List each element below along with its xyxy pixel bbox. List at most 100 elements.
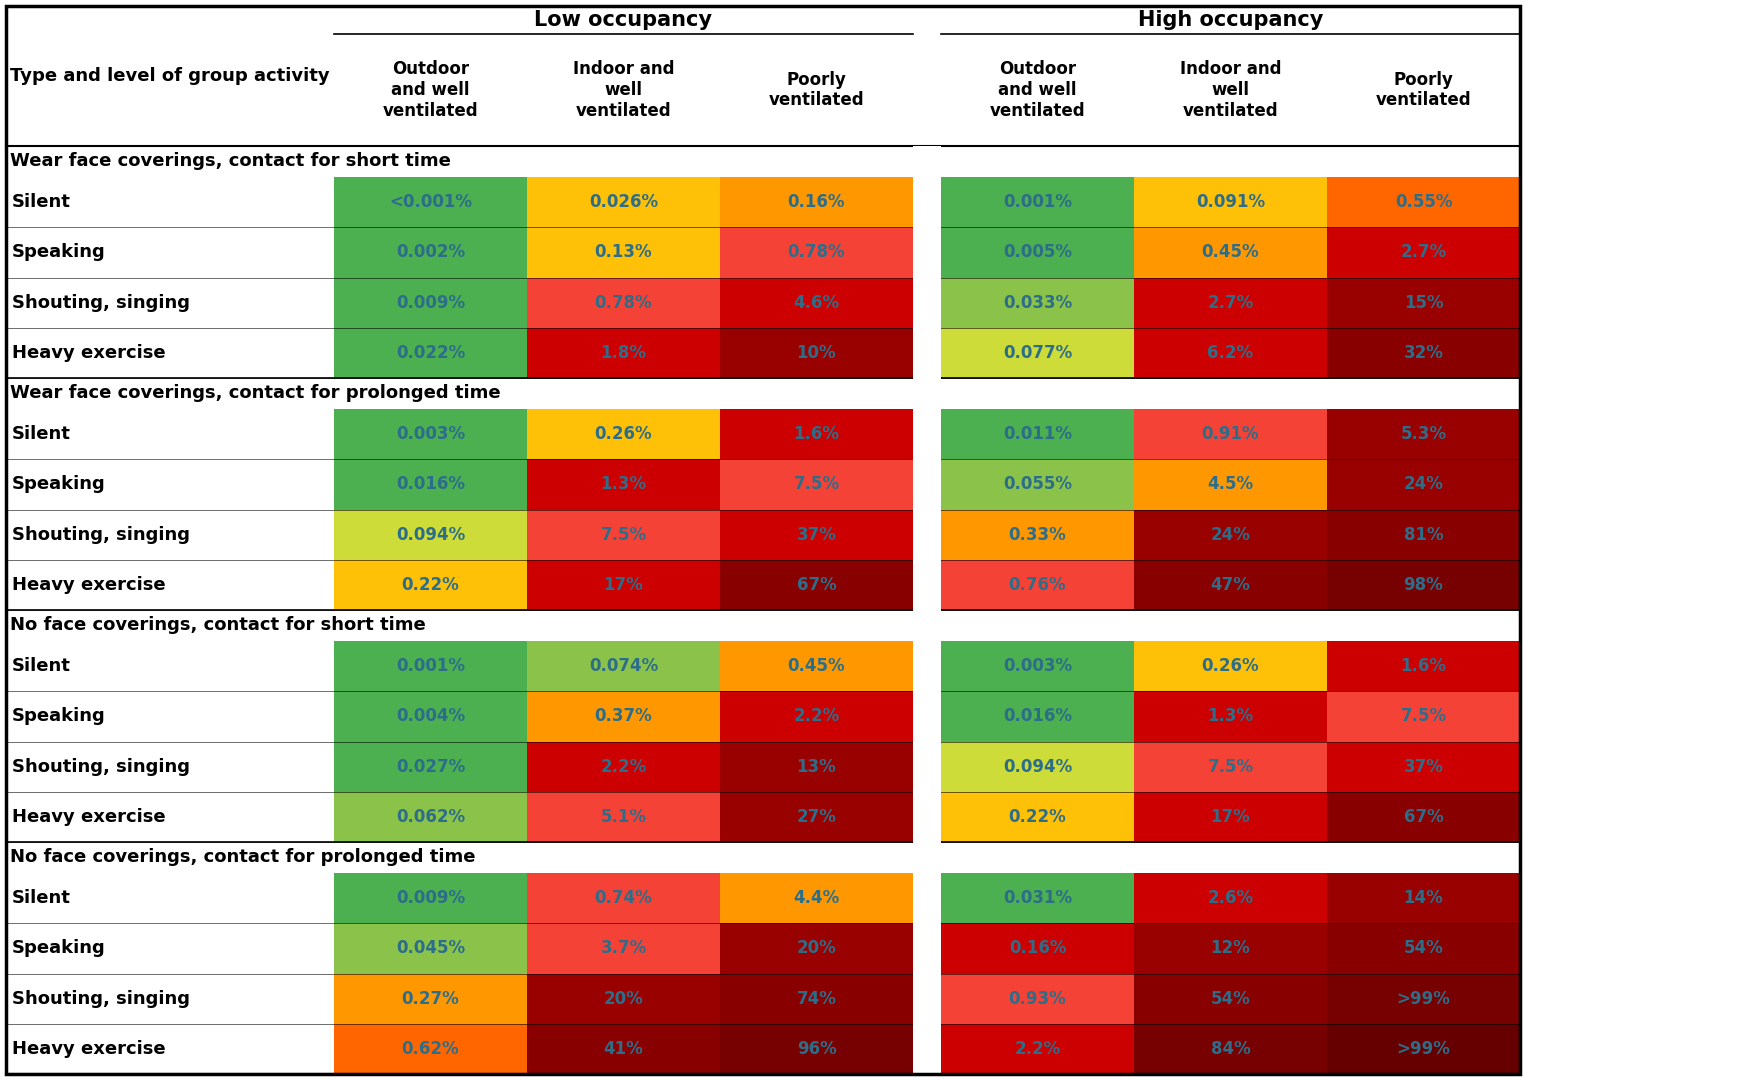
Text: 0.004%: 0.004% xyxy=(395,707,466,726)
Text: 12%: 12% xyxy=(1211,940,1249,957)
Bar xyxy=(334,177,527,227)
Bar xyxy=(5,642,334,691)
Text: 0.094%: 0.094% xyxy=(1001,758,1072,775)
Text: Speaking: Speaking xyxy=(12,475,105,494)
Bar xyxy=(1327,792,1520,842)
Bar xyxy=(334,559,527,610)
Text: Silent: Silent xyxy=(12,889,70,907)
Bar xyxy=(912,146,940,1074)
Text: 17%: 17% xyxy=(603,576,643,594)
Bar xyxy=(912,327,940,378)
Text: 0.13%: 0.13% xyxy=(594,243,652,261)
Text: 0.55%: 0.55% xyxy=(1393,193,1451,211)
Text: 0.033%: 0.033% xyxy=(1001,294,1072,312)
Bar xyxy=(1327,459,1520,510)
Text: >99%: >99% xyxy=(1395,1040,1450,1058)
Bar xyxy=(1327,227,1520,278)
Text: >99%: >99% xyxy=(1395,989,1450,1008)
Text: 0.016%: 0.016% xyxy=(1003,707,1072,726)
Bar xyxy=(720,792,912,842)
Bar xyxy=(912,642,940,691)
Bar xyxy=(334,792,527,842)
Bar xyxy=(334,510,527,559)
Text: 0.026%: 0.026% xyxy=(589,193,657,211)
Bar xyxy=(334,1024,527,1074)
Bar xyxy=(912,459,940,510)
Text: 1.8%: 1.8% xyxy=(601,343,647,362)
Bar xyxy=(1133,973,1327,1024)
Text: 7.5%: 7.5% xyxy=(792,475,840,494)
Text: Wear face coverings, contact for prolonged time: Wear face coverings, contact for prolong… xyxy=(11,384,501,403)
Text: 54%: 54% xyxy=(1211,989,1249,1008)
Text: 0.78%: 0.78% xyxy=(787,243,845,261)
Text: 7.5%: 7.5% xyxy=(1400,707,1446,726)
Bar xyxy=(1133,409,1327,459)
Bar xyxy=(334,227,527,278)
Text: 2.2%: 2.2% xyxy=(1014,1040,1059,1058)
Bar xyxy=(940,973,1133,1024)
Text: 4.5%: 4.5% xyxy=(1207,475,1253,494)
Bar xyxy=(5,409,334,459)
Text: 0.094%: 0.094% xyxy=(395,526,466,543)
Bar xyxy=(527,1024,720,1074)
Text: 24%: 24% xyxy=(1402,475,1442,494)
Text: 7.5%: 7.5% xyxy=(601,526,647,543)
Text: 37%: 37% xyxy=(1402,758,1442,775)
Text: 0.062%: 0.062% xyxy=(395,808,466,826)
Text: Indoor and
well
ventilated: Indoor and well ventilated xyxy=(1179,60,1281,120)
Text: 0.33%: 0.33% xyxy=(1009,526,1066,543)
Text: 0.027%: 0.027% xyxy=(395,758,466,775)
Text: 0.37%: 0.37% xyxy=(594,707,652,726)
Bar xyxy=(1133,559,1327,610)
Bar xyxy=(1133,691,1327,742)
Bar xyxy=(720,691,912,742)
Text: Outdoor
and well
ventilated: Outdoor and well ventilated xyxy=(383,60,478,120)
Bar xyxy=(5,691,334,742)
Bar xyxy=(527,559,720,610)
Text: 0.009%: 0.009% xyxy=(395,889,466,907)
Bar xyxy=(912,923,940,973)
Bar xyxy=(940,642,1133,691)
Text: 4.4%: 4.4% xyxy=(792,889,840,907)
Text: 1.6%: 1.6% xyxy=(1400,657,1446,675)
Bar xyxy=(720,510,912,559)
Bar xyxy=(912,973,940,1024)
Bar xyxy=(1327,742,1520,792)
Text: 0.22%: 0.22% xyxy=(401,576,459,594)
Text: 0.26%: 0.26% xyxy=(594,426,652,443)
Text: 17%: 17% xyxy=(1211,808,1249,826)
Text: Outdoor
and well
ventilated: Outdoor and well ventilated xyxy=(989,60,1084,120)
Bar xyxy=(1327,327,1520,378)
Bar xyxy=(5,559,334,610)
Bar xyxy=(334,923,527,973)
Text: 67%: 67% xyxy=(796,576,836,594)
Text: 5.1%: 5.1% xyxy=(601,808,647,826)
Text: 0.62%: 0.62% xyxy=(401,1040,459,1058)
Bar xyxy=(5,177,334,227)
Text: Silent: Silent xyxy=(12,426,70,443)
Text: 2.7%: 2.7% xyxy=(1207,294,1253,312)
Bar xyxy=(5,278,334,327)
Bar xyxy=(527,510,720,559)
Bar xyxy=(334,278,527,327)
Text: 41%: 41% xyxy=(603,1040,643,1058)
Text: Shouting, singing: Shouting, singing xyxy=(12,526,190,543)
Bar xyxy=(5,873,334,923)
Text: 0.002%: 0.002% xyxy=(395,243,466,261)
Text: 0.001%: 0.001% xyxy=(395,657,466,675)
Bar xyxy=(5,327,334,378)
Bar xyxy=(912,278,940,327)
Text: 4.6%: 4.6% xyxy=(792,294,840,312)
Text: 1.3%: 1.3% xyxy=(1207,707,1253,726)
Bar xyxy=(940,327,1133,378)
Bar xyxy=(5,378,1520,409)
Bar xyxy=(940,923,1133,973)
Text: Heavy exercise: Heavy exercise xyxy=(12,576,165,594)
Bar xyxy=(527,742,720,792)
Text: 0.003%: 0.003% xyxy=(1001,657,1072,675)
Bar xyxy=(527,409,720,459)
Text: Shouting, singing: Shouting, singing xyxy=(12,758,190,775)
Text: 0.78%: 0.78% xyxy=(594,294,652,312)
Bar xyxy=(334,459,527,510)
Bar xyxy=(720,278,912,327)
